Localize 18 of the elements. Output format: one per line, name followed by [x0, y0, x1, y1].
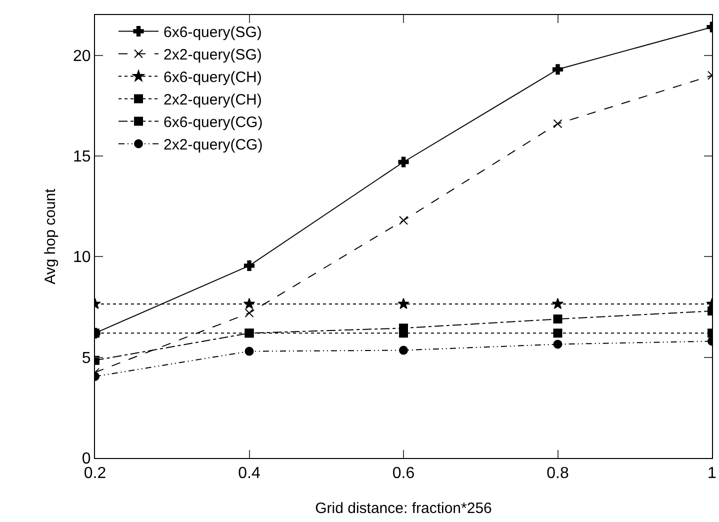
x-tick-label: 0.4 — [238, 465, 260, 482]
x-tick-label: 0.8 — [546, 465, 569, 482]
x-tick-label: 0.6 — [392, 465, 415, 482]
y-axis-title: Avg hop count — [42, 188, 59, 284]
legend-label: 6x6-query(CG) — [164, 114, 263, 132]
legend-label: 6x6-query(SG) — [164, 24, 262, 42]
y-tick-label: 0 — [82, 450, 91, 468]
y-tick-label: 15 — [73, 148, 91, 166]
legend-label: 6x6-query(CH) — [164, 69, 262, 86]
legend-label: 2x2-query(SG) — [164, 46, 262, 64]
y-tick-label: 5 — [82, 350, 91, 367]
legend-label: 2x2-query(CH) — [164, 92, 262, 109]
legend-label: 2x2-query(CG) — [164, 136, 263, 154]
x-tick-label: 1 — [708, 465, 717, 482]
y-tick-label: 10 — [73, 249, 91, 266]
y-tick-label: 20 — [73, 48, 91, 65]
x-axis-title: Grid distance: fraction*256 — [315, 500, 492, 517]
x-tick-label: 0.2 — [84, 465, 106, 482]
